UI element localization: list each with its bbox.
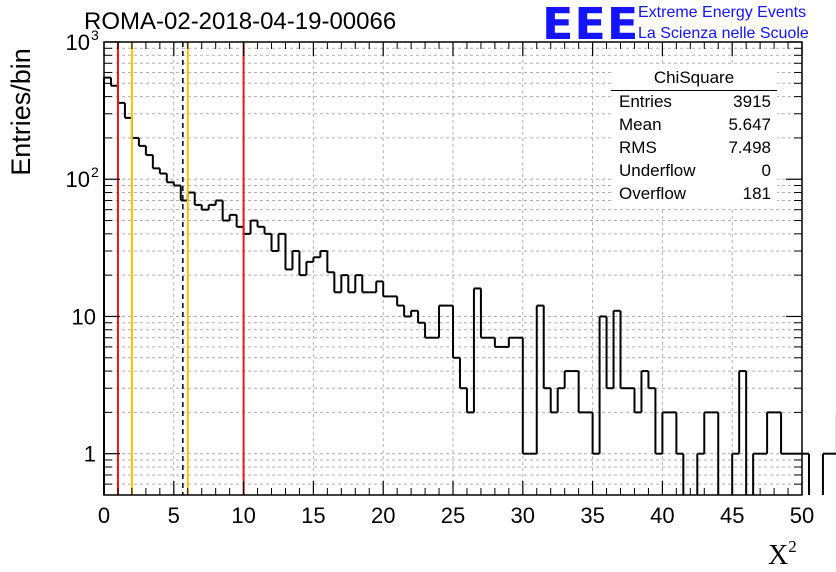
y-tick-label: 1 <box>84 442 96 467</box>
x-tick-label: 0 <box>98 503 110 528</box>
chart-title: ROMA-02-2018-04-19-00066 <box>84 8 397 35</box>
y-tick-label: 10 <box>72 304 96 329</box>
x-tick-label: 30 <box>511 503 535 528</box>
axis-ticks <box>103 41 803 496</box>
stat-name: Overflow <box>619 184 687 203</box>
stat-row-mean: Mean 5.647 <box>619 115 771 138</box>
y-axis-label: Entries/bin <box>6 48 36 176</box>
stat-value: 5.647 <box>728 115 771 134</box>
y-tick-label-exponent: 2 <box>91 164 99 180</box>
stat-name: Entries <box>619 92 672 111</box>
x-tick-label: 25 <box>441 503 465 528</box>
y-tick-label: 10 <box>66 30 90 55</box>
stat-value: 0 <box>761 161 771 180</box>
x-tick-label: 50 <box>790 503 814 528</box>
logo-caption-line2: La Scienza nelle Scuole <box>638 25 809 42</box>
stat-value: 181 <box>742 184 771 203</box>
stat-value: 3915 <box>733 92 771 111</box>
x-tick-label: 10 <box>231 503 255 528</box>
x-tick-label: 35 <box>580 503 604 528</box>
x-axis-label: X2 <box>768 537 797 571</box>
stat-row-rms: RMS 7.498 <box>619 138 771 161</box>
stat-name: Mean <box>619 115 662 134</box>
vertical-lines <box>116 42 245 495</box>
stat-row-overflow: Overflow 181 <box>619 184 771 207</box>
stat-name: RMS <box>619 138 657 157</box>
eee-logo: EEE <box>542 0 640 50</box>
stats-box: ChiSquare Entries 3915 Mean 5.647 RMS 7.… <box>611 66 777 208</box>
x-tick-label: 40 <box>650 503 674 528</box>
stat-value: 7.498 <box>728 138 771 157</box>
y-tick-label-exponent: 3 <box>91 27 99 43</box>
stat-row-underflow: Underflow 0 <box>619 161 771 184</box>
logo-caption-line1: Extreme Energy Events <box>638 4 807 21</box>
x-tick-label: 20 <box>371 503 395 528</box>
histogram <box>103 76 836 495</box>
stat-row-entries: Entries 3915 <box>619 92 771 115</box>
y-tick-label: 10 <box>66 167 90 192</box>
x-tick-label: 15 <box>301 503 325 528</box>
stats-divider <box>611 90 777 91</box>
stat-name: Underflow <box>619 161 696 180</box>
x-tick-label: 5 <box>168 503 180 528</box>
x-tick-label: 45 <box>720 503 744 528</box>
stats-title: ChiSquare <box>653 68 735 87</box>
